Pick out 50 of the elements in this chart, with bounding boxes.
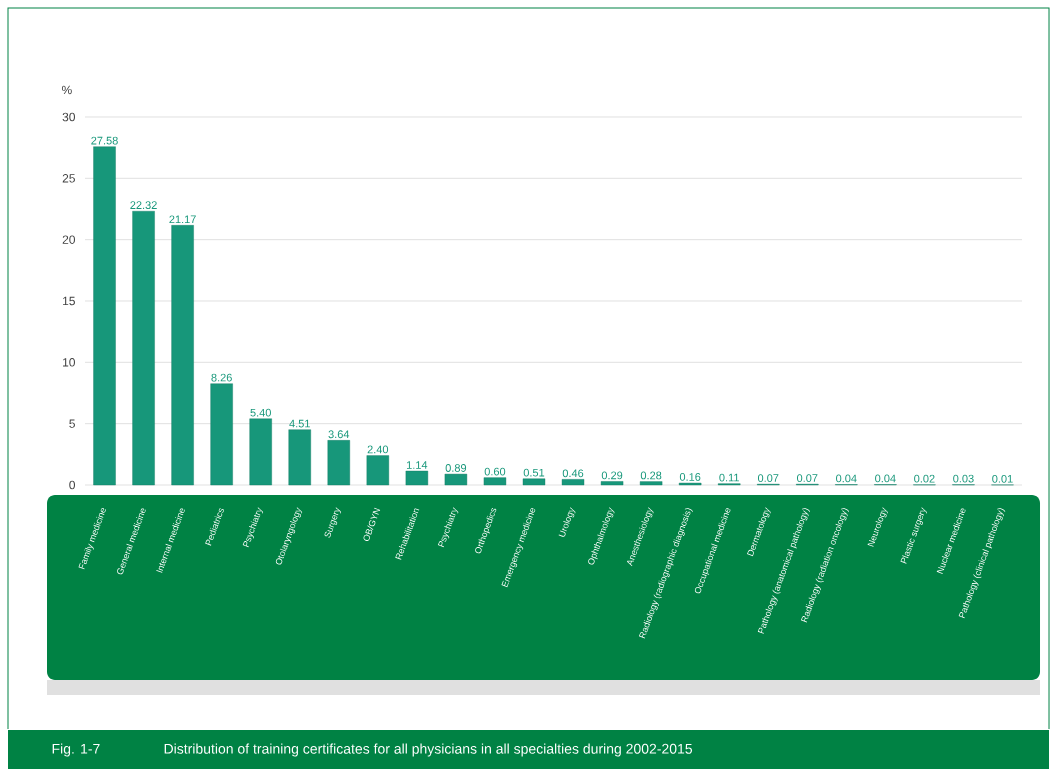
data-label: 2.40 [367, 445, 389, 454]
bar [93, 146, 116, 486]
data-label: 0.04 [875, 474, 896, 483]
bar [405, 470, 429, 486]
bar [288, 429, 311, 486]
data-label: 0.60 [484, 467, 506, 476]
data-label: 0.07 [757, 474, 779, 482]
data-label: 0.11 [719, 473, 739, 482]
data-label: 0.03 [953, 474, 974, 483]
bar [249, 418, 272, 486]
y-tick-label: 25 [62, 174, 75, 183]
data-label: 0.46 [562, 469, 584, 478]
data-label: 0.02 [914, 474, 935, 483]
data-label: 0.16 [679, 473, 701, 481]
y-tick-label: 0 [69, 480, 76, 490]
data-label: 8.26 [211, 373, 232, 382]
bar [639, 481, 663, 486]
data-label: 0.04 [836, 474, 857, 483]
y-tick-label: 10 [63, 358, 76, 367]
bar [600, 481, 624, 486]
y-tick-label: 5 [69, 419, 75, 428]
bar [483, 477, 507, 486]
caption: Fig. 1-7 [52, 743, 100, 757]
bar [171, 225, 194, 486]
data-label: 22.32 [130, 201, 157, 210]
text: Distribution of training certificates for all physicians in all specialties during 2002-2015 [164, 743, 693, 757]
data-label: 0.29 [601, 471, 623, 480]
data-label: 5.40 [250, 408, 271, 417]
data-label: 21.17 [169, 215, 196, 224]
data-label: 3.64 [328, 430, 350, 439]
data-label: 4.51 [289, 419, 310, 428]
bar [327, 440, 350, 486]
data-label: 0.51 [523, 468, 545, 477]
data-label: 0.01 [992, 474, 1013, 483]
y-axis-title: % [61, 85, 72, 95]
bar [366, 455, 390, 486]
bar [444, 473, 468, 486]
y-tick-label: 30 [62, 112, 76, 122]
x-tick-label: Plastic surgery [900, 507, 927, 564]
y-tick-label: 15 [63, 296, 75, 306]
bar [210, 383, 233, 486]
y-tick-label: 20 [62, 235, 76, 244]
bar [522, 478, 546, 486]
data-label: 0.07 [797, 474, 818, 482]
data-label: 27.58 [91, 136, 118, 145]
data-label: 1.14 [406, 461, 428, 469]
bar [132, 211, 155, 486]
data-label: 0.89 [445, 464, 467, 472]
bar [561, 479, 585, 486]
data-label: 0.28 [640, 471, 662, 480]
